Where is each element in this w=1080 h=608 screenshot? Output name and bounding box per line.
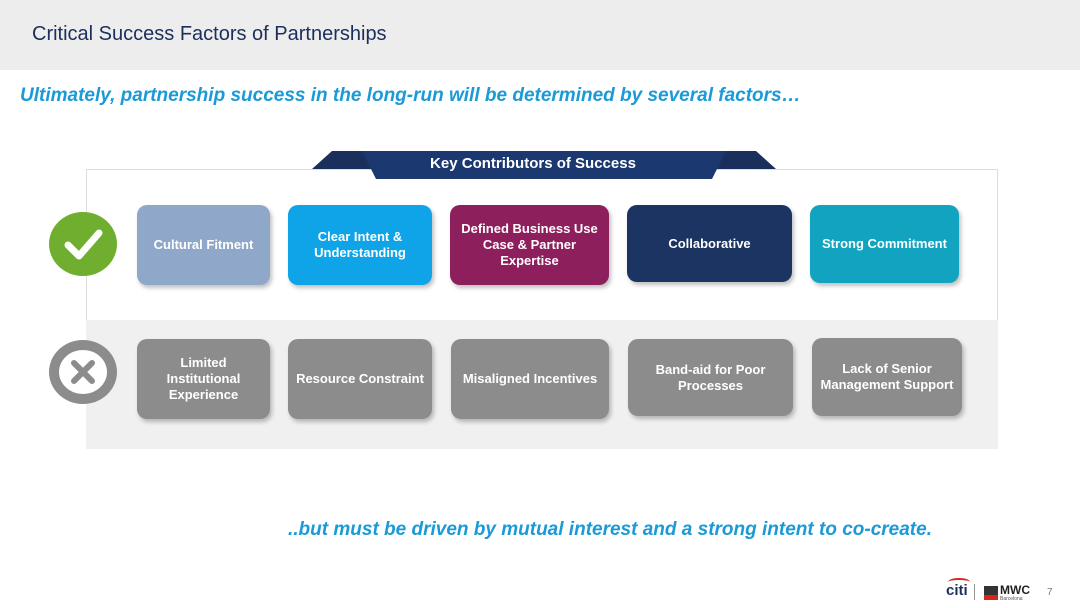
- failure-card-resource-constraint: Resource Constraint: [288, 339, 432, 419]
- banner-label: Key Contributors of Success: [430, 155, 636, 172]
- failure-card-misaligned-incentives: Misaligned Incentives: [451, 339, 609, 419]
- success-card-collaborative: Collaborative: [627, 205, 792, 282]
- check-circle-icon: [49, 212, 117, 276]
- success-card-strong-commitment: Strong Commitment: [810, 205, 959, 283]
- banner-ribbon: [312, 151, 776, 179]
- success-card-label: Strong Commitment: [822, 236, 947, 251]
- success-card-defined-business: Defined Business Use Case & Partner Expe…: [450, 205, 609, 285]
- title-bar: [0, 0, 1080, 70]
- failure-card-label: Lack of Senior Management Support: [820, 361, 954, 392]
- failure-card-label: Limited Institutional Experience: [166, 355, 241, 402]
- page-title: Critical Success Factors of Partnerships: [32, 23, 387, 45]
- failure-card-label: Band-aid for Poor Processes: [655, 361, 766, 393]
- subtitle-text: Ultimately, partnership success in the l…: [20, 85, 801, 106]
- failure-card-label: Resource Constraint: [296, 371, 424, 386]
- success-card-label: Cultural Fitment: [153, 237, 254, 252]
- citi-logo: citi: [946, 578, 970, 599]
- success-card-clear-intent: Clear Intent & Understanding: [288, 205, 432, 285]
- failure-card-label: Misaligned Incentives: [462, 371, 598, 386]
- citi-logo-text: citi: [946, 582, 968, 599]
- citi-arc-icon: [948, 578, 970, 586]
- page-number: 7: [1047, 587, 1053, 598]
- failure-card-band-aid: Band-aid for Poor Processes: [628, 339, 793, 416]
- x-circle-icon: [49, 340, 117, 404]
- success-card-label: Defined Business Use Case & Partner Expe…: [461, 221, 598, 268]
- logo-divider: [974, 584, 975, 600]
- mwc-mark-icon: [984, 586, 998, 600]
- success-card-label: Clear Intent & Understanding: [314, 229, 406, 260]
- closing-statement: ..but must be driven by mutual interest …: [288, 519, 932, 540]
- mwc-logo: MWC: [1000, 583, 1030, 597]
- mwc-logo-subtitle: Barcelona: [1000, 596, 1023, 602]
- success-card-cultural-fitment: Cultural Fitment: [137, 205, 270, 285]
- failure-card-limited-experience: Limited Institutional Experience: [137, 339, 270, 419]
- success-card-label: Collaborative: [668, 235, 751, 251]
- failure-card-lack-of-support: Lack of Senior Management Support: [812, 338, 962, 416]
